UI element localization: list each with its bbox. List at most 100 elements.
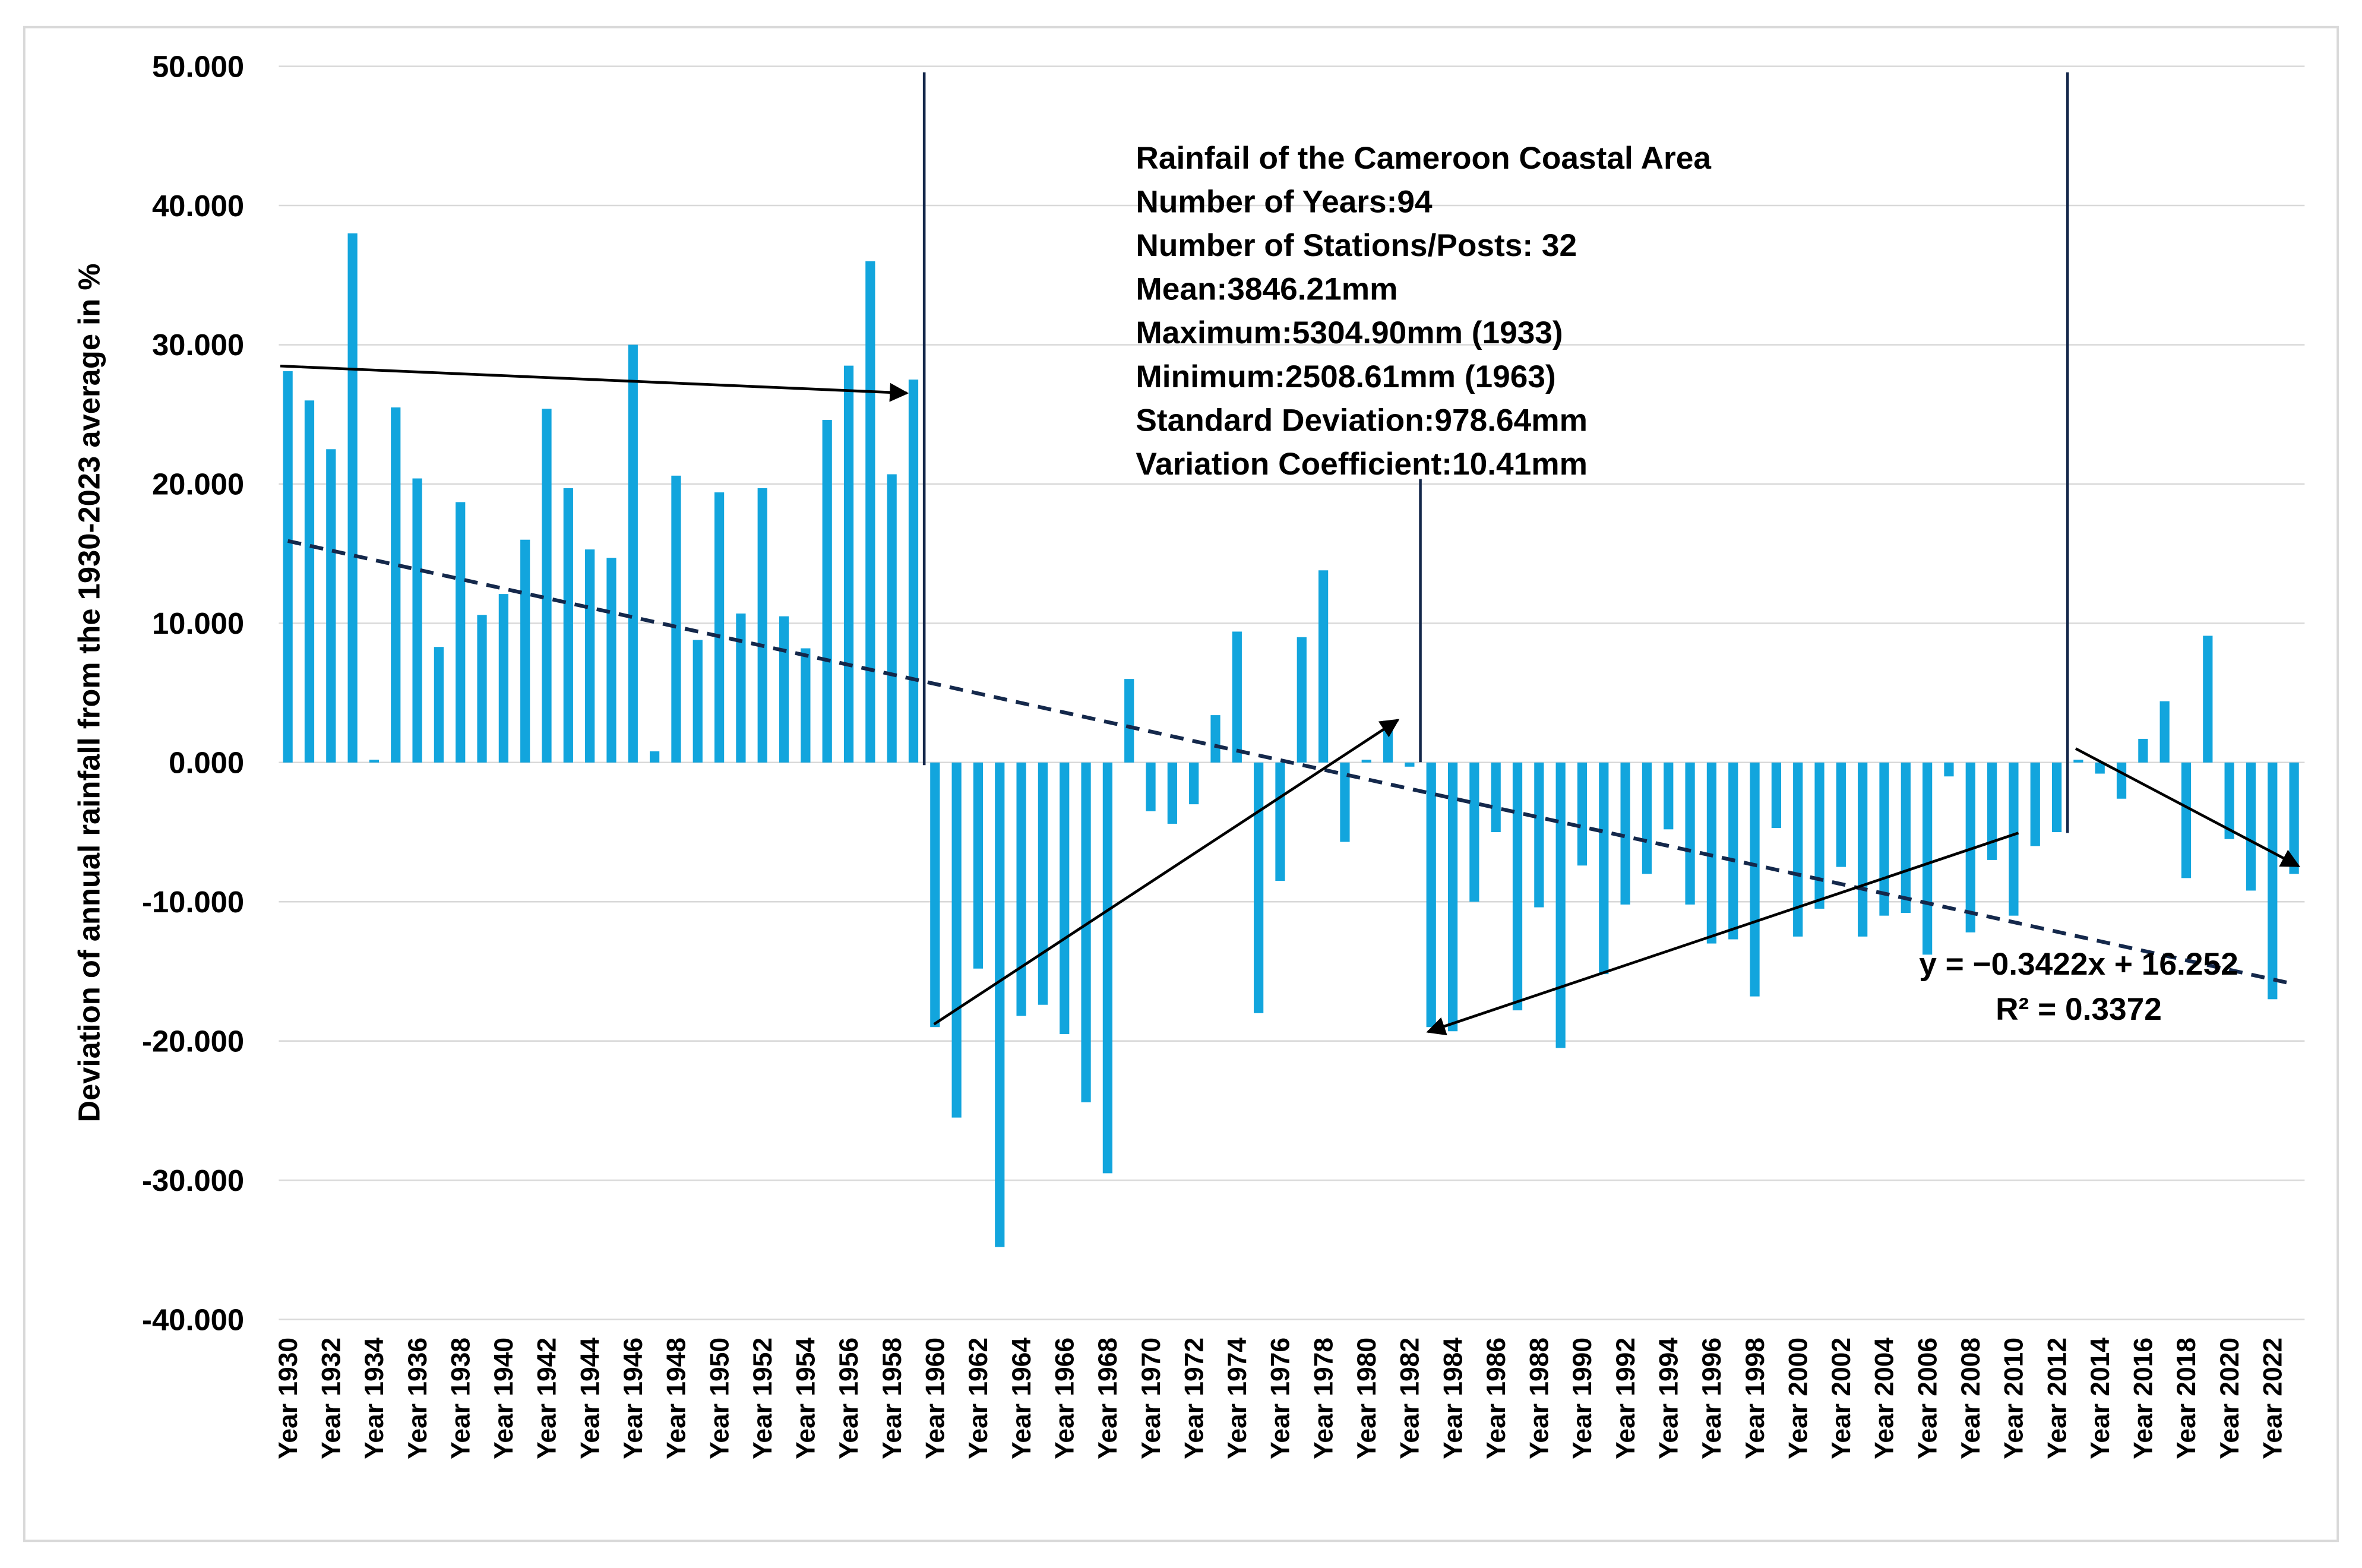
y-tick-label: -10.000 — [142, 885, 244, 919]
bar-1967 — [1081, 762, 1091, 1102]
bar-1984 — [1447, 762, 1458, 1032]
stats-annotation-line: Maximum:5304.90mm (1933) — [1136, 315, 1563, 350]
x-tick-label: Year 1954 — [792, 1338, 821, 1459]
bar-1953 — [779, 616, 789, 763]
bar-2008 — [1965, 762, 1975, 932]
bar-1989 — [1555, 762, 1566, 1048]
bar-2019 — [2203, 636, 2213, 763]
x-tick-label: Year 1952 — [748, 1338, 777, 1459]
x-tick-label: Year 1972 — [1180, 1338, 1209, 1459]
bar-1947 — [650, 751, 660, 763]
bar-1930 — [283, 371, 293, 763]
bar-1983 — [1426, 762, 1436, 1028]
bar-2023 — [2289, 762, 2299, 874]
bar-1934 — [369, 760, 380, 763]
x-tick-label: Year 1946 — [619, 1338, 648, 1459]
bar-1999 — [1771, 762, 1781, 828]
bar-1965 — [1038, 762, 1048, 1005]
bar-1997 — [1728, 762, 1738, 940]
bar-2002 — [1836, 762, 1846, 867]
x-tick-label: Year 1970 — [1137, 1338, 1166, 1459]
bar-1943 — [563, 488, 573, 763]
bar-1959 — [908, 380, 919, 763]
bar-1966 — [1060, 762, 1070, 1034]
x-tick-label: Year 1958 — [878, 1338, 907, 1459]
bar-1990 — [1577, 762, 1588, 866]
bar-1940 — [498, 594, 508, 763]
bar-1964 — [1016, 762, 1026, 1016]
bar-1977 — [1297, 637, 1307, 763]
x-tick-label: Year 1932 — [317, 1338, 346, 1459]
bar-2010 — [2009, 762, 2019, 916]
bar-1975 — [1254, 762, 1264, 1013]
y-tick-label: 10.000 — [152, 606, 244, 640]
x-tick-label: Year 2014 — [2086, 1338, 2115, 1459]
bar-1971 — [1167, 762, 1177, 824]
bar-2000 — [1793, 762, 1803, 937]
bar-2020 — [2224, 762, 2234, 839]
bar-1958 — [887, 474, 897, 763]
bar-1987 — [1512, 762, 1523, 1011]
bar-2017 — [2159, 701, 2170, 763]
y-axis-title: Deviation of annual rainfall from the 19… — [72, 264, 106, 1123]
x-tick-label: Year 1984 — [1438, 1338, 1468, 1459]
bar-1946 — [628, 344, 638, 763]
bar-1985 — [1469, 762, 1479, 902]
x-tick-label: Year 1936 — [403, 1338, 432, 1459]
bar-2022 — [2268, 762, 2278, 1000]
bar-1938 — [456, 502, 466, 763]
bar-1954 — [801, 648, 811, 763]
arrow-1930-1959 — [280, 364, 909, 402]
bar-2015 — [2116, 762, 2127, 799]
bar-2003 — [1858, 762, 1868, 937]
bar-1976 — [1275, 762, 1285, 881]
x-tick-label: Year 2016 — [2129, 1338, 2158, 1459]
x-tick-label: Year 1992 — [1611, 1338, 1640, 1459]
bar-1998 — [1750, 762, 1760, 997]
bar-1945 — [606, 558, 616, 763]
x-tick-label: Year 1944 — [576, 1338, 605, 1459]
y-tick-label: -40.000 — [142, 1303, 244, 1336]
bar-2009 — [1987, 762, 1997, 860]
x-tick-label: Year 1966 — [1050, 1338, 1079, 1459]
bar-1986 — [1491, 762, 1501, 833]
trend-arrows — [280, 364, 2301, 1036]
x-tick-label: Year 1956 — [834, 1338, 864, 1459]
x-tick-label: Year 2000 — [1784, 1338, 1813, 1459]
y-tick-label: 30.000 — [152, 328, 244, 362]
y-tick-label: 50.000 — [152, 49, 244, 83]
bar-1974 — [1232, 631, 1242, 763]
bar-1935 — [391, 407, 401, 763]
y-tick-label: -30.000 — [142, 1164, 244, 1197]
bar-1960 — [930, 762, 940, 1028]
bar-2011 — [2030, 762, 2040, 846]
x-tick-label: Year 1964 — [1007, 1338, 1036, 1459]
x-tick-label: Year 1976 — [1266, 1338, 1295, 1459]
x-tick-label: Year 2002 — [1827, 1338, 1856, 1459]
x-tick-label: Year 1968 — [1093, 1338, 1122, 1459]
x-tick-label: Year 1938 — [446, 1338, 475, 1459]
bar-1996 — [1706, 762, 1717, 944]
stats-annotation-line: Variation Coefficient:10.41mm — [1136, 447, 1588, 482]
bar-1970 — [1146, 762, 1156, 811]
y-tick-label: 0.000 — [169, 746, 244, 780]
bar-2006 — [1923, 762, 1933, 955]
arrow-2012-1983 — [1426, 832, 2019, 1036]
bar-2007 — [1944, 762, 1954, 777]
stats-annotation-line: Number of Stations/Posts: 32 — [1136, 228, 1577, 263]
bar-1942 — [542, 409, 552, 763]
x-tick-label: Year 2018 — [2172, 1338, 2201, 1459]
bar-1941 — [520, 539, 530, 763]
arrow-1960-1982 — [933, 719, 1400, 1026]
stats-annotation-line: Standard Deviation:978.64mm — [1136, 403, 1588, 438]
trendline — [287, 539, 2295, 986]
chart-frame — [23, 26, 2339, 1542]
bar-2005 — [1901, 762, 1911, 913]
x-tick-label: Year 1998 — [1741, 1338, 1770, 1459]
y-tick-label: 20.000 — [152, 467, 244, 501]
bar-1991 — [1599, 762, 1609, 975]
bar-2013 — [2073, 760, 2083, 763]
x-tick-label: Year 1948 — [662, 1338, 691, 1459]
x-tick-label: Year 1996 — [1697, 1338, 1727, 1459]
